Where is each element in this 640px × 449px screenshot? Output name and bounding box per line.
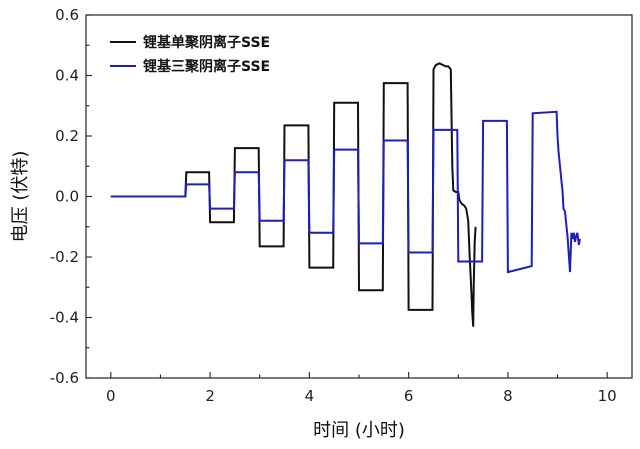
x-tick-label: 4 [305,387,315,405]
y-tick-label: 0.2 [55,127,79,145]
y-axis-title: 电压 (伏特) [10,151,31,243]
axis-ticks [86,14,608,379]
series-line-1 [110,62,477,327]
legend: 锂基单聚阴离子SSE 锂基三聚阴离子SSE [110,34,270,75]
x-axis-title: 时间 (小时) [313,420,405,441]
series-line-2 [110,110,581,274]
x-tick-label: 6 [404,387,414,405]
series-lines [110,62,581,327]
legend-label-2: 锂基三聚阴离子SSE [143,58,270,75]
x-tick-label: 10 [598,387,617,405]
y-tick-label: 0.6 [55,6,79,24]
x-tick-label: 0 [106,387,116,405]
legend-label-1: 锂基单聚阴离子SSE [143,34,270,51]
y-tick-label: -0.2 [50,248,79,266]
y-tick-label: -0.4 [50,309,79,327]
y-tick-label: -0.6 [50,369,79,387]
x-tick-label: 8 [503,387,513,405]
y-tick-label: 0.4 [55,67,79,85]
x-tick-label: 2 [205,387,215,405]
tick-labels: 0 2 4 6 8 10 -0.6 -0.4 -0.2 0.0 0.2 0.4 0.6 [50,6,617,405]
y-tick-label: 0.0 [55,188,79,206]
